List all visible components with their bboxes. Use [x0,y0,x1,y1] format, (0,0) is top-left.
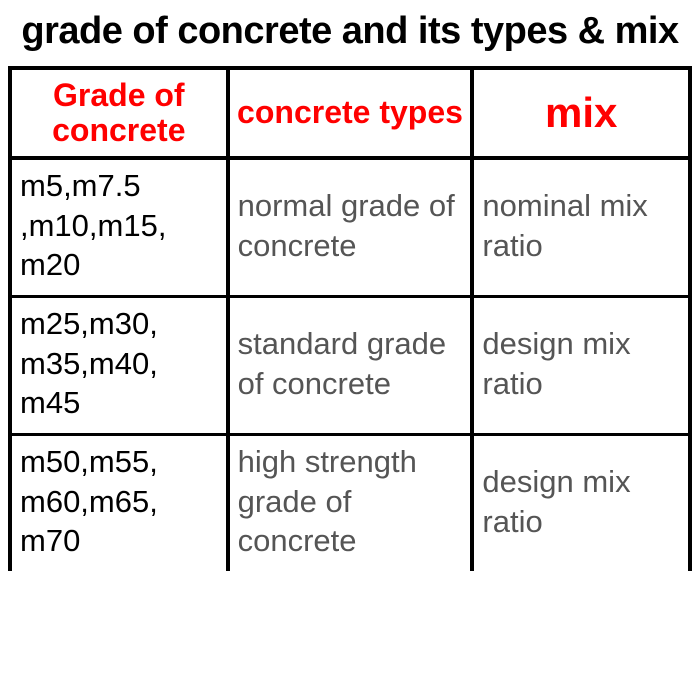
col-header-mix: mix [472,68,690,158]
table-row: m5,m7.5 ,m10,m15, m20 normal grade of co… [10,158,690,297]
cell-grade: m25,m30, m35,m40, m45 [10,297,228,435]
col-header-grade: Grade of concrete [10,68,228,158]
cell-grade: m50,m55, m60,m65, m70 [10,435,228,572]
cell-grade: m5,m7.5 ,m10,m15, m20 [10,158,228,297]
cell-type: standard grade of concrete [228,297,473,435]
cell-mix: design mix ratio [472,297,690,435]
cell-mix: nominal mix ratio [472,158,690,297]
table-header-row: Grade of concrete concrete types mix [10,68,690,158]
col-header-types: concrete types [228,68,473,158]
concrete-grade-table: Grade of concrete concrete types mix m5,… [8,66,692,571]
table-row: m50,m55, m60,m65, m70 high strength grad… [10,435,690,572]
page-title: grade of concrete and its types & mix [0,0,700,66]
cell-type: high strength grade of concrete [228,435,473,572]
cell-mix: design mix ratio [472,435,690,572]
cell-type: normal grade of concrete [228,158,473,297]
table-row: m25,m30, m35,m40, m45 standard grade of … [10,297,690,435]
